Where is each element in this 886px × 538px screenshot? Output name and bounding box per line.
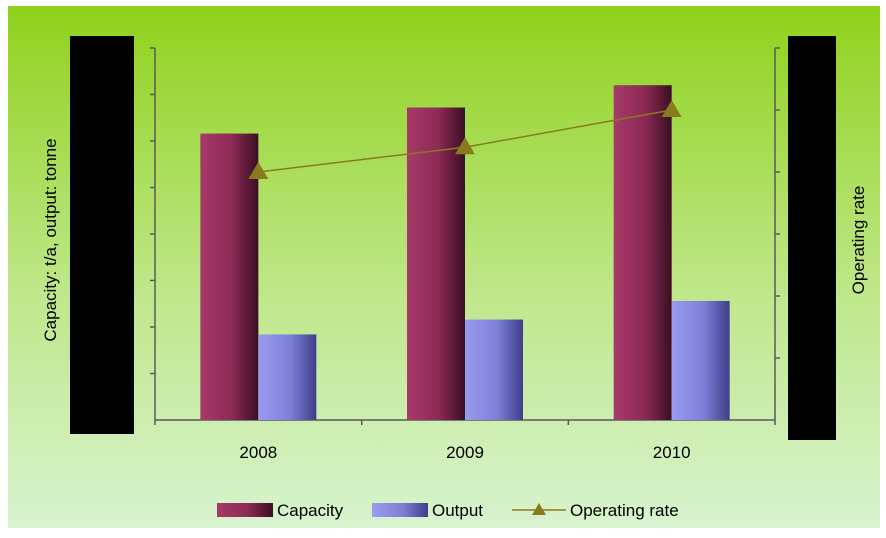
- right-axis-ticks: [775, 47, 780, 359]
- legend-swatch: [372, 503, 428, 517]
- legend-item-capacity: Capacity: [217, 501, 344, 520]
- operating-rate-point-2010: [661, 100, 682, 117]
- legend-label: Operating rate: [570, 501, 679, 520]
- right-redaction-block: [788, 36, 836, 440]
- capacity-bar-2008: [200, 133, 259, 420]
- bar-series: [200, 85, 730, 421]
- x-axis-ticks: [154, 420, 776, 425]
- legend-swatch: [217, 503, 273, 517]
- output-bar-2008: [258, 334, 317, 420]
- y-axis-label-right: Operating rate: [849, 186, 868, 295]
- operating-rate-point-2009: [455, 137, 475, 155]
- operating-rate-point-2008: [248, 162, 269, 179]
- legend: Capacity Output Operating rate: [217, 501, 679, 520]
- output-bar-2010: [671, 300, 730, 420]
- capacity-bar-2010: [613, 85, 672, 420]
- left-redaction-block: [70, 36, 134, 434]
- capacity-bar-2009: [407, 107, 465, 421]
- legend-marker: [532, 503, 546, 515]
- legend-label: Output: [432, 501, 483, 520]
- line-series: [248, 100, 682, 179]
- x-tick-label: 2008: [239, 443, 277, 462]
- legend-label: Capacity: [277, 501, 344, 520]
- legend-item-output: Output: [372, 501, 483, 520]
- x-tick-label: 2009: [446, 443, 484, 462]
- legend-item-operating-rate: Operating rate: [512, 501, 679, 520]
- left-axis-ticks: [150, 47, 155, 375]
- x-tick-labels: 2008 2009 2010: [239, 443, 690, 462]
- output-bar-2009: [465, 319, 523, 420]
- y-axis-label-left: Capacity: t/a, output: tonne: [41, 138, 60, 341]
- x-tick-label: 2010: [653, 443, 691, 462]
